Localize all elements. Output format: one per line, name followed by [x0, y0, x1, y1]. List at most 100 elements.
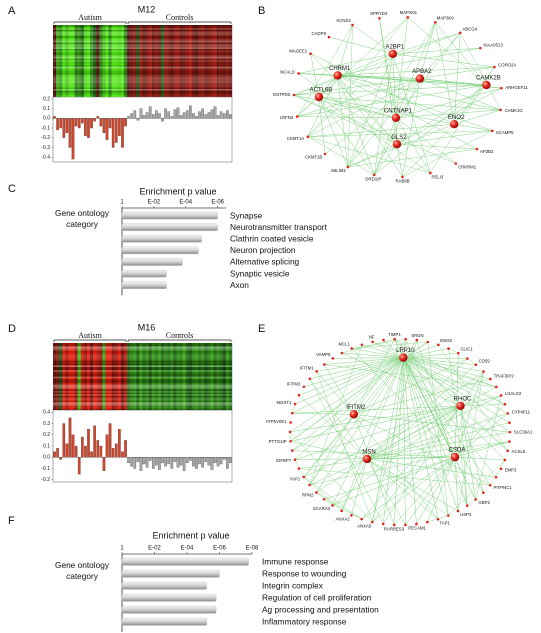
eigengene-bar [127, 116, 130, 119]
gene-node [490, 129, 494, 133]
heatmap-row-shade [53, 371, 232, 374]
panel-label: C [8, 183, 16, 195]
network-edge [403, 357, 508, 414]
heatmap-row-shade [53, 38, 232, 40]
network-edge [454, 456, 505, 461]
network-edge [419, 78, 501, 111]
network-edge [293, 32, 461, 96]
network-edge [366, 458, 497, 478]
gene-label: MGST1 [276, 400, 291, 405]
hub-node [388, 49, 397, 58]
heatmap-row-shade [53, 355, 232, 358]
network-edge [341, 338, 395, 354]
heatmap-row-shade [53, 392, 232, 395]
heatmap-column [194, 343, 199, 410]
eigengene-bar [179, 115, 183, 119]
eigengene-bar [198, 457, 201, 465]
heatmap-column [204, 343, 208, 410]
heatmap-column [164, 343, 168, 410]
network-edge [324, 499, 362, 520]
network-edge [332, 456, 456, 506]
heatmap-row-shade [53, 42, 232, 45]
heatmap-row-shade [53, 82, 232, 85]
heatmap-row-shade [53, 92, 232, 94]
eigengene-bar [56, 448, 59, 458]
heatmap-row-shade [53, 343, 232, 345]
heatmap-column [142, 25, 146, 97]
network-edge [290, 357, 404, 442]
eigengene-bar [195, 457, 198, 469]
eigengene-bar [87, 429, 90, 458]
eigengene-bar [77, 457, 81, 475]
network-edge [372, 405, 461, 523]
heatmap-column [105, 343, 109, 410]
network-edge [341, 352, 461, 407]
network-edge [435, 22, 455, 125]
gene-node [499, 394, 503, 397]
heatmap-column [102, 25, 106, 97]
network-edge [341, 357, 404, 511]
heatmap-column [90, 343, 94, 410]
gene-label: VAMP5 [316, 352, 331, 357]
network-edge [290, 405, 461, 442]
network-edge [318, 96, 326, 155]
hub-label: IFITM2 [346, 405, 366, 411]
eigengene-bar [182, 457, 186, 471]
eigengene-bar [118, 429, 121, 458]
eigengene-bar [173, 109, 177, 119]
eigengene-bar [207, 112, 211, 119]
eigengene-bar [185, 110, 189, 119]
gene-node [331, 504, 334, 507]
network-edge [337, 75, 398, 145]
heatmap-column [93, 343, 97, 410]
network-edge [324, 364, 354, 415]
hub-node [450, 452, 460, 462]
network-edge [448, 348, 459, 354]
eigengene-bar [68, 417, 72, 458]
heatmap-column [148, 343, 152, 410]
gene-label: YAP1 [290, 476, 301, 481]
heatmap-row-shade [53, 66, 232, 69]
network-edge [372, 456, 456, 523]
network-edge [298, 441, 510, 469]
heatmap-column [99, 25, 103, 97]
heatmap-row-shade [53, 31, 232, 33]
heatmap-column [105, 25, 109, 97]
heatmap-column [225, 25, 230, 97]
group-label: Controls [166, 331, 194, 340]
heatmap-column [148, 25, 152, 97]
network-edge [307, 130, 493, 137]
network-edge [310, 53, 455, 125]
heatmap-row-shade [53, 386, 232, 388]
network-edge [416, 340, 468, 506]
y-tick-label: -0.4 [41, 154, 50, 160]
network-edge [292, 450, 456, 458]
network-edge [307, 78, 420, 137]
network-edge [448, 348, 468, 506]
network-edge [372, 341, 404, 358]
heatmap-column [117, 25, 122, 97]
eigengene-bar [204, 114, 208, 119]
eigengene-bar [142, 115, 146, 119]
eigengene-bar [65, 118, 69, 134]
eigengene-frame [52, 96, 233, 163]
network-edge [366, 413, 508, 460]
gene-label: SPRYD3 [370, 11, 388, 16]
heatmap-row-shade [53, 395, 232, 398]
network-edge [403, 357, 497, 388]
network-edge [383, 339, 404, 358]
network-edge [396, 144, 403, 177]
network-edges [293, 17, 502, 178]
category-label: Clathrin coated vesicle [230, 233, 314, 243]
gene-node [482, 491, 485, 494]
category-label: Axon [230, 280, 249, 290]
gene-node [293, 402, 297, 406]
eigengene-bar [136, 118, 140, 121]
heatmap-row-shade [53, 97, 232, 99]
heatmap-row-shade [53, 58, 232, 61]
eigengene-bar [133, 110, 137, 119]
heatmap-row-shade [53, 44, 232, 46]
network-edge [337, 75, 501, 111]
network-edge [457, 371, 484, 512]
